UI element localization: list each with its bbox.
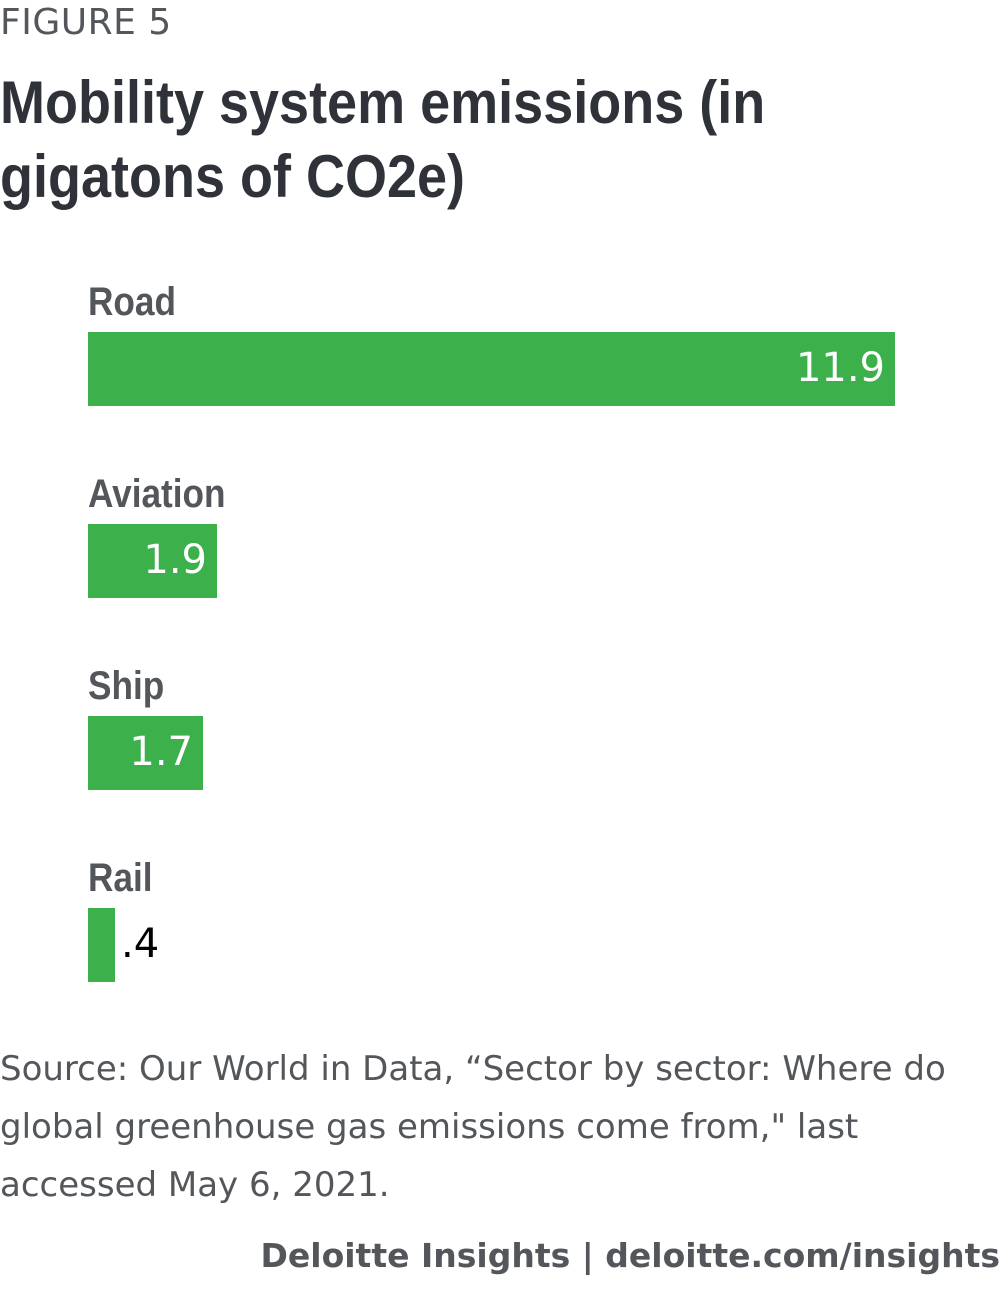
bar-road bbox=[88, 332, 895, 406]
bar-ship bbox=[88, 716, 203, 790]
source-note: Source: Our World in Data, “Sector by se… bbox=[0, 1049, 946, 1205]
category-label-ship: Ship bbox=[88, 664, 165, 708]
category-label-road: Road bbox=[88, 280, 176, 324]
data-label-rail: .4 bbox=[121, 921, 160, 967]
bar-chart: Road 11.9 Aviation 1.9 Ship 1.7 Rail .4 bbox=[0, 270, 1000, 1000]
chart-title: Mobility system emissions (in gigatons o… bbox=[0, 69, 766, 210]
figure-label: FIGURE 5 bbox=[0, 2, 172, 43]
category-label-aviation: Aviation bbox=[88, 472, 226, 516]
category-label-rail: Rail bbox=[88, 856, 153, 900]
bar-aviation bbox=[88, 524, 217, 598]
data-label-road: 11.9 bbox=[795, 345, 885, 391]
bar-rail bbox=[88, 908, 115, 982]
data-label-aviation: 1.9 bbox=[143, 537, 207, 583]
data-label-ship: 1.7 bbox=[129, 729, 193, 775]
footer-credit: Deloitte Insights | deloitte.com/insight… bbox=[260, 1236, 1000, 1275]
